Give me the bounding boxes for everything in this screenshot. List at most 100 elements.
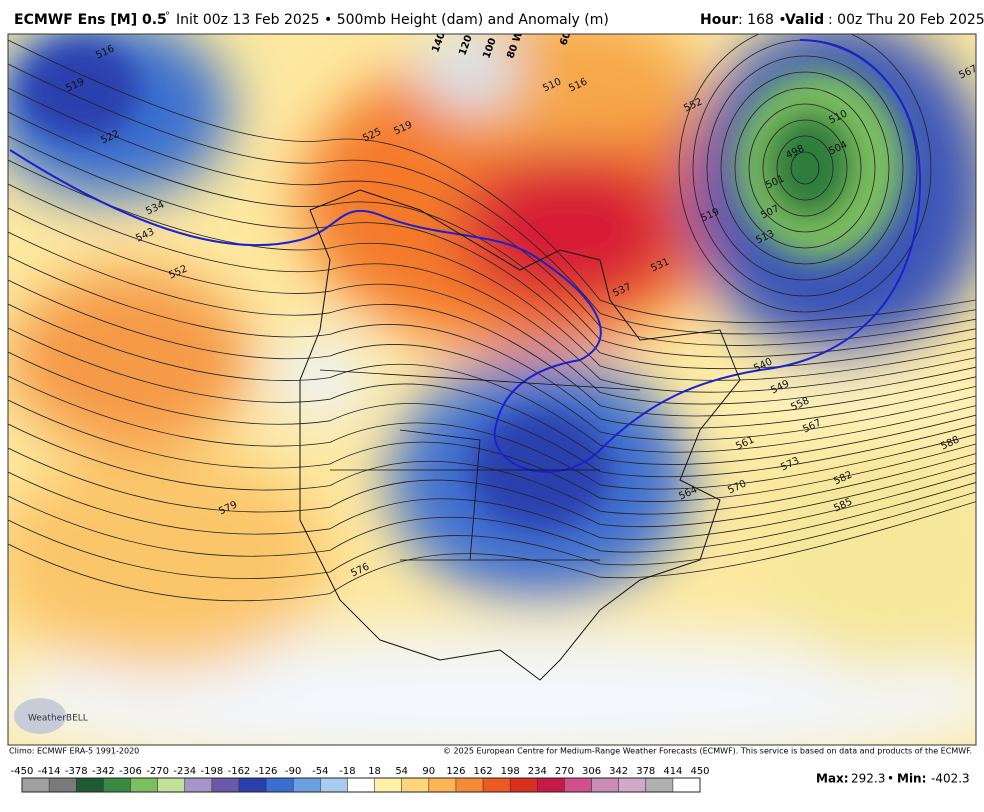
init: Init 00z 13 Feb 2025 • 500mb Height (dam… — [176, 12, 609, 28]
valid-label: Valid — [785, 12, 824, 28]
colorbar-segment — [157, 778, 185, 792]
copyright: © 2025 European Centre for Medium-Range … — [443, 747, 972, 756]
contour-ring — [748, 103, 862, 233]
degree: ° — [165, 11, 170, 22]
colorbar-segment — [347, 778, 375, 792]
contour-line — [8, 87, 976, 346]
contour-ring — [734, 87, 876, 249]
climo: Climo: ECMWF ERA-5 1991-2020 — [9, 747, 139, 756]
contour-line — [8, 375, 976, 490]
sep: • — [887, 772, 894, 786]
colorbar-segment — [645, 778, 673, 792]
colorbar-tick-label: 198 — [501, 766, 520, 777]
contour-ring — [762, 119, 848, 217]
contour-ring — [790, 151, 820, 185]
colorbar-tick-label: -162 — [228, 766, 251, 777]
contour-line — [8, 399, 976, 502]
colorbar-tick-label: 450 — [690, 766, 709, 777]
colorbar-tick-label: -126 — [255, 766, 278, 777]
colorbar-segment — [320, 778, 348, 792]
colorbar-tick-label: -90 — [285, 766, 301, 777]
logo-text: WeatherBELL — [28, 714, 88, 724]
colorbar-tick-label: -18 — [339, 766, 355, 777]
contour-line — [8, 351, 976, 478]
map-frame — [7, 33, 977, 746]
contour-line — [8, 482, 976, 557]
colorbar-tick-label: -378 — [65, 766, 88, 777]
colorbar-tick-label: 18 — [368, 766, 381, 777]
colorbar-tick-label: 342 — [609, 766, 628, 777]
colorbar-segment — [455, 778, 484, 792]
colorbar-tick-label: 126 — [446, 766, 465, 777]
colorbar-tick-label: -198 — [200, 766, 223, 777]
contour-line — [8, 423, 976, 515]
colorbar-tick-label: -54 — [312, 766, 328, 777]
contour-line — [8, 159, 976, 381]
colorbar-tick-label: -234 — [173, 766, 196, 777]
colorbar-segment — [49, 778, 77, 792]
contour-line — [8, 327, 976, 465]
colorbar-segment — [130, 778, 158, 792]
colorbar-segment — [22, 778, 50, 792]
contour-line — [8, 231, 976, 417]
model: ECMWF Ens [M] 0.5 — [14, 12, 167, 28]
colorbar-segment — [483, 778, 511, 792]
colorbar-segment — [618, 778, 646, 792]
logo: WeatherBELL — [14, 698, 88, 734]
contour-line — [8, 183, 976, 393]
max: 292.3 — [851, 772, 885, 786]
contour-line — [8, 207, 976, 405]
colorbar-segment — [401, 778, 429, 792]
contour-line — [8, 501, 976, 602]
colorbar-tick-label: -270 — [146, 766, 169, 777]
colorbar-tick-label: 306 — [582, 766, 601, 777]
colorbar-segment — [537, 778, 565, 792]
coastline — [299, 189, 741, 681]
contour-ring — [720, 71, 890, 265]
colorbar-segment — [428, 778, 456, 792]
colorbar-tick-label: 414 — [663, 766, 682, 777]
contour-line — [8, 39, 976, 323]
contour-line — [8, 491, 976, 579]
contour-line — [8, 135, 976, 370]
colorbar-segment — [564, 778, 592, 792]
contour-line — [8, 471, 976, 540]
colorbar-segment — [211, 778, 239, 792]
colorbar-tick-label: 90 — [422, 766, 435, 777]
colorbar-segment — [591, 778, 619, 792]
colorbar-tick-label: 234 — [528, 766, 547, 777]
contour-line — [8, 255, 976, 429]
colorbar-segment — [238, 778, 267, 792]
borders — [319, 369, 641, 561]
hour-label: Hour — [700, 12, 738, 28]
colorbar-tick-label: 270 — [555, 766, 574, 777]
hour: : 168 • — [738, 12, 787, 28]
contour-ring — [678, 34, 932, 313]
max-label: Max: — [816, 772, 849, 786]
contour-line — [8, 63, 976, 335]
min: -402.3 — [931, 772, 970, 786]
colorbar-tick-label: -450 — [11, 766, 34, 777]
colorbar-tick-label: -306 — [119, 766, 142, 777]
contour-ring — [776, 135, 834, 201]
contour-540 — [9, 39, 922, 473]
colorbar-tick-label: 162 — [473, 766, 492, 777]
contour-line — [8, 279, 976, 441]
valid: : 00z Thu 20 Feb 2025 — [828, 12, 984, 28]
colorbar-segment — [510, 778, 538, 792]
colorbar-tick-label: 378 — [636, 766, 655, 777]
colorbar-segment — [374, 778, 402, 792]
colorbar-segment — [76, 778, 104, 792]
colorbar-segment — [293, 778, 321, 792]
colorbar-segment — [103, 778, 131, 792]
colorbar-tick-label: 54 — [395, 766, 408, 777]
min-label: Min: — [897, 772, 926, 786]
colorbar-segment — [184, 778, 212, 792]
colorbar-tick-label: -342 — [92, 766, 115, 777]
contour-line — [8, 303, 976, 453]
contour-ring — [706, 55, 904, 281]
colorbar-tick-label: -414 — [38, 766, 61, 777]
colorbar-segment — [266, 778, 294, 792]
